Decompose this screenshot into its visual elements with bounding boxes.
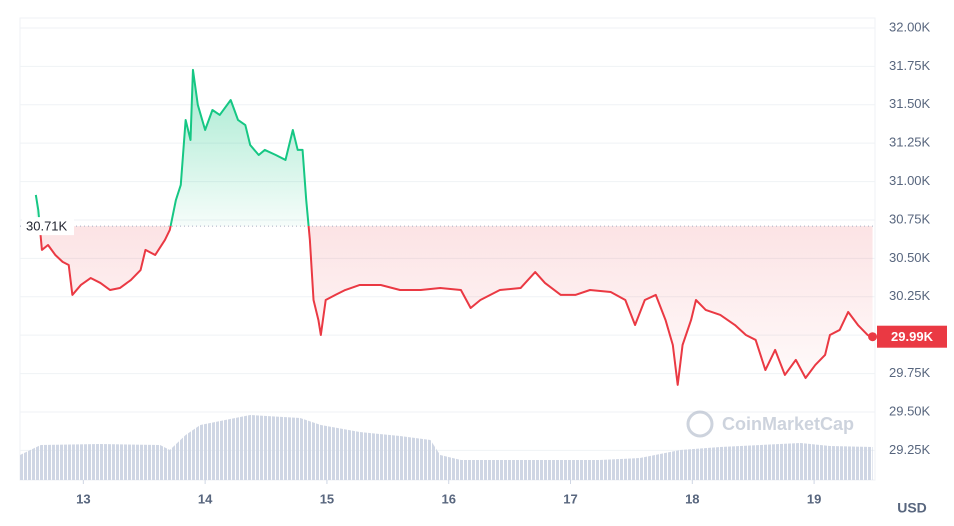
- last-point: [868, 332, 878, 342]
- x-tick-label: 14: [198, 491, 213, 506]
- y-tick-label: 29.25K: [889, 442, 931, 457]
- x-tick-label: 15: [320, 491, 334, 506]
- y-tick-label: 31.25K: [889, 135, 931, 150]
- volume-area: [20, 415, 873, 480]
- baseline-label: 30.71K: [26, 219, 68, 234]
- y-tick-label: 31.75K: [889, 58, 931, 73]
- y-tick-label: 32.00K: [889, 19, 931, 34]
- x-tick-label: 19: [807, 491, 821, 506]
- y-tick-label: 29.50K: [889, 403, 931, 418]
- baseline-label-bg: [22, 217, 74, 236]
- watermark-logo: [686, 410, 714, 438]
- y-tick-label: 30.50K: [889, 250, 931, 265]
- price-line: [34, 68, 873, 386]
- volume: [20, 415, 873, 480]
- plot: 30.71K 29.99K: [20, 68, 947, 386]
- price-area: [35, 69, 873, 385]
- x-tick-label: 16: [441, 491, 455, 506]
- y-tick-label: 30.75K: [889, 211, 931, 226]
- watermark-text: CoinMarketCap: [722, 414, 854, 434]
- y-tick-label: 30.25K: [889, 288, 931, 303]
- x-tick-label: 13: [76, 491, 90, 506]
- last-price-label: 29.99K: [891, 329, 934, 344]
- y-tick-label: 31.00K: [889, 173, 931, 188]
- x-tick-label: 18: [685, 491, 699, 506]
- watermark: CoinMarketCap: [686, 410, 854, 438]
- y-tick-label: 29.75K: [889, 365, 931, 380]
- y-tick-label: 31.50K: [889, 96, 931, 111]
- x-tick-label: 17: [563, 491, 577, 506]
- last-price-box: [877, 325, 947, 348]
- currency-label: USD: [897, 500, 927, 516]
